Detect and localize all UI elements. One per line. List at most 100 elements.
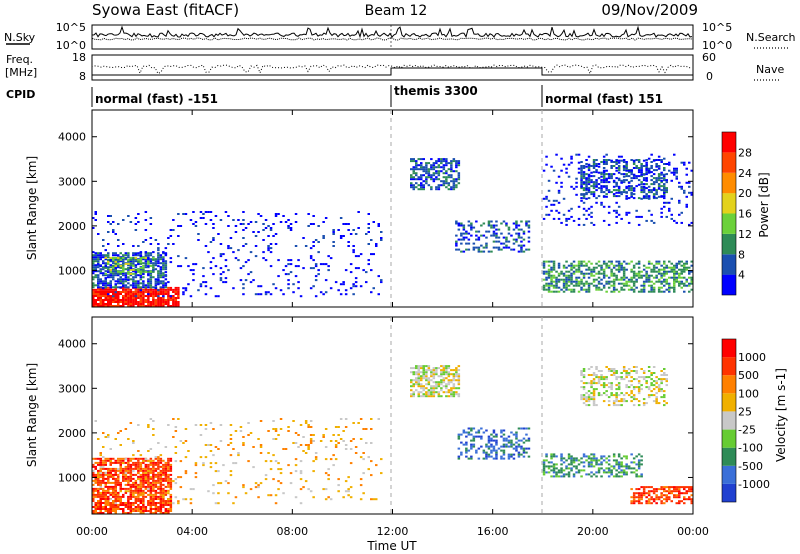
power-cell xyxy=(430,164,433,167)
power-cell xyxy=(580,179,583,182)
power-cell xyxy=(119,280,122,283)
power-cell xyxy=(630,270,633,273)
velocity-cell xyxy=(139,502,143,504)
power-cell xyxy=(640,171,643,174)
power-cell xyxy=(625,191,628,194)
power-cell xyxy=(112,221,115,223)
power-cell xyxy=(640,167,643,169)
velocity-cell xyxy=(149,510,153,512)
velocity-cell xyxy=(167,485,170,488)
power-cell xyxy=(144,258,148,261)
power-cell xyxy=(512,222,516,225)
velocity-cell xyxy=(550,457,553,460)
power-cell xyxy=(605,163,608,165)
power-cell xyxy=(174,305,178,307)
velocity-cell xyxy=(500,449,503,452)
velocity-cell xyxy=(132,481,135,484)
power-cell xyxy=(577,268,581,271)
velocity-cell xyxy=(515,431,518,434)
power-cell xyxy=(422,180,425,183)
power-cell xyxy=(134,260,138,263)
velocity-cell xyxy=(607,400,611,403)
power-cell xyxy=(522,238,526,241)
nsearch-tick-bottom: 10^0 xyxy=(702,39,732,52)
power-cell xyxy=(92,297,95,299)
power-cell xyxy=(114,291,117,294)
power-cell xyxy=(114,254,117,257)
power-cell xyxy=(585,185,588,188)
power-cell xyxy=(164,260,168,263)
power-cell xyxy=(137,245,140,247)
power-cell xyxy=(497,248,501,251)
power-cell xyxy=(597,260,601,263)
velocity-cell xyxy=(307,424,310,426)
power-cell xyxy=(112,258,115,261)
velocity-cell xyxy=(104,508,107,510)
power-cell xyxy=(92,299,95,301)
power-cell xyxy=(149,305,153,307)
power-cell xyxy=(600,268,603,271)
velocity-cell xyxy=(347,494,350,497)
velocity-cell xyxy=(149,463,153,466)
power-cell xyxy=(427,162,431,165)
velocity-cell xyxy=(452,387,456,390)
power-cell xyxy=(617,177,621,180)
power-cell xyxy=(555,270,558,273)
power-cell xyxy=(492,240,496,243)
power-cell xyxy=(119,301,122,303)
power-cell xyxy=(550,290,553,293)
power-cell xyxy=(117,286,120,289)
power-cell xyxy=(254,245,258,247)
power-cell xyxy=(339,283,343,286)
velocity-cell xyxy=(557,475,561,478)
velocity-cell xyxy=(630,376,633,379)
power-cell xyxy=(139,295,143,297)
velocity-cell xyxy=(164,502,168,504)
velocity-cell xyxy=(134,489,138,492)
power-cell xyxy=(622,278,626,281)
velocity-cell xyxy=(294,458,298,461)
velocity-cell xyxy=(287,430,290,432)
power-cell xyxy=(425,166,428,169)
power-cell xyxy=(212,227,215,229)
power-cell xyxy=(657,195,661,198)
velocity-cell xyxy=(665,500,668,503)
velocity-cell xyxy=(663,404,666,407)
power-cell xyxy=(545,272,548,275)
velocity-cell xyxy=(617,471,621,474)
velocity-x-ticks: 00:00 04:00 08:00 12:00 16:00 20:00 00:00 xyxy=(76,110,709,538)
power-cell xyxy=(297,259,300,262)
power-cell xyxy=(587,183,591,186)
power-cell xyxy=(112,268,115,271)
power-cell xyxy=(102,274,105,277)
power-cell xyxy=(162,268,165,271)
velocity-cell xyxy=(663,498,666,501)
velocity-cell xyxy=(107,481,110,484)
power-cell xyxy=(652,270,656,273)
velocity-cell xyxy=(109,512,112,514)
velocity-cell xyxy=(102,495,105,498)
power-cell xyxy=(582,264,586,267)
velocity-cell xyxy=(117,493,120,496)
power-cell xyxy=(422,184,425,187)
velocity-cell xyxy=(612,475,616,478)
velocity-cell xyxy=(420,367,423,370)
power-cell xyxy=(447,162,451,165)
velocity-cell xyxy=(124,428,128,430)
velocity-cell xyxy=(339,438,343,440)
velocity-cell xyxy=(212,454,215,457)
power-cell xyxy=(249,251,253,254)
velocity-cell xyxy=(134,495,138,498)
power-cell xyxy=(102,254,105,257)
velocity-cell xyxy=(450,373,453,376)
power-cell xyxy=(547,179,551,182)
power-cell xyxy=(547,286,551,289)
power-cell xyxy=(635,167,638,169)
power-cell xyxy=(570,268,573,271)
velocity-cell xyxy=(605,457,608,460)
velocity-cell xyxy=(194,476,198,479)
power-cell xyxy=(372,287,375,290)
velocity-cell xyxy=(102,475,105,478)
power-cell xyxy=(527,236,531,239)
power-cell xyxy=(99,303,102,305)
